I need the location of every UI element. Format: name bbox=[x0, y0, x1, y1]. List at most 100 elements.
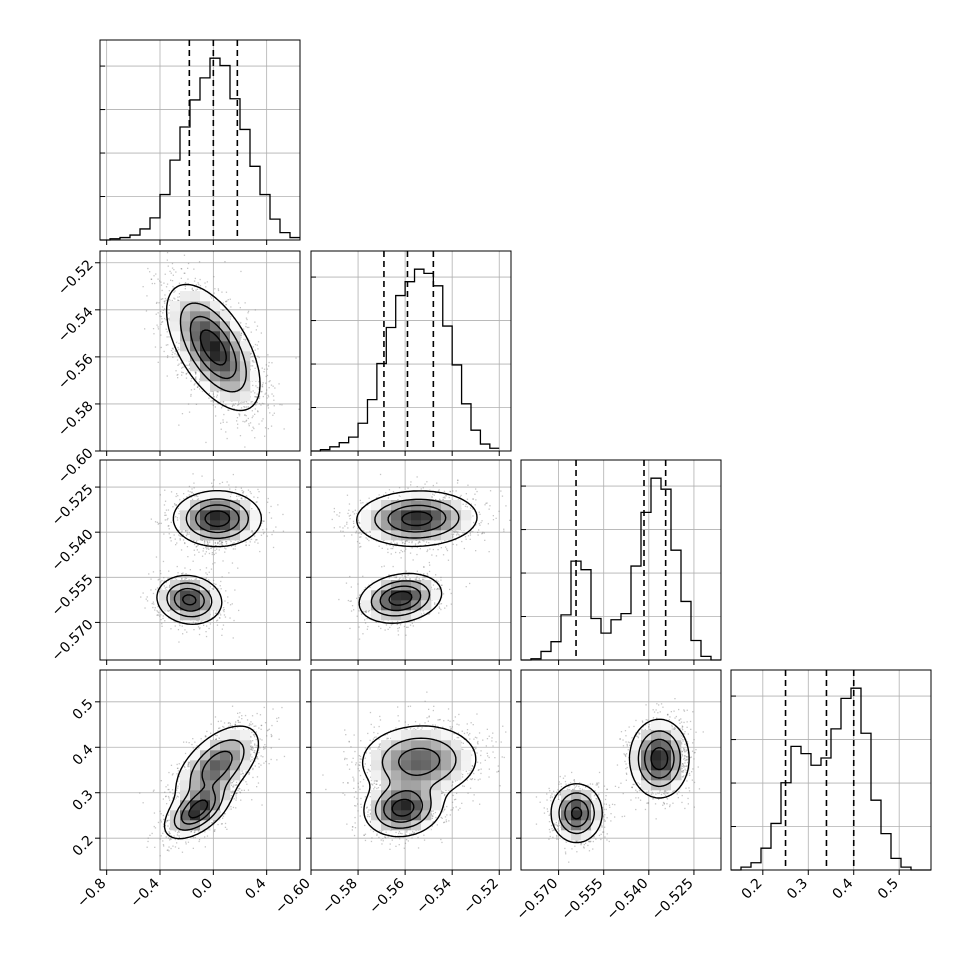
sample-point bbox=[185, 377, 188, 379]
sample-point bbox=[234, 488, 237, 491]
sample-point bbox=[214, 288, 216, 290]
sample-point bbox=[177, 296, 179, 298]
sample-point bbox=[201, 539, 203, 541]
sample-point bbox=[176, 359, 179, 361]
sample-point bbox=[189, 364, 191, 367]
sample-point bbox=[242, 401, 244, 403]
sample-point bbox=[234, 403, 237, 405]
sample-point bbox=[181, 374, 183, 376]
sample-point bbox=[197, 495, 199, 498]
sample-point bbox=[168, 525, 170, 527]
sample-point bbox=[181, 371, 183, 373]
sample-point bbox=[161, 321, 163, 323]
sample-point bbox=[240, 332, 242, 335]
sample-point bbox=[254, 535, 256, 537]
sample-point bbox=[223, 607, 225, 609]
sample-point bbox=[244, 414, 246, 416]
sample-point bbox=[240, 497, 242, 499]
sample-point bbox=[238, 401, 240, 403]
sample-point bbox=[270, 517, 273, 519]
density-cell bbox=[240, 381, 251, 392]
sample-point bbox=[258, 356, 260, 359]
sample-point bbox=[166, 586, 168, 588]
sample-point bbox=[232, 403, 234, 405]
sample-point bbox=[205, 567, 208, 569]
hist-panel-frame bbox=[310, 250, 512, 452]
sample-point bbox=[215, 545, 217, 547]
sample-point bbox=[210, 568, 213, 570]
sample-point bbox=[213, 583, 215, 585]
sample-point bbox=[258, 423, 260, 425]
sample-point bbox=[261, 402, 263, 405]
sample-point bbox=[239, 334, 242, 336]
sample-point bbox=[167, 517, 169, 520]
sample-point bbox=[251, 429, 253, 432]
sample-point bbox=[154, 609, 156, 611]
sample-point bbox=[161, 306, 164, 308]
sample-point bbox=[190, 377, 193, 380]
sample-point bbox=[197, 386, 199, 388]
sample-point bbox=[251, 529, 253, 532]
sample-point bbox=[181, 625, 183, 627]
sample-point bbox=[258, 381, 260, 383]
sample-point bbox=[198, 493, 200, 495]
sample-point bbox=[142, 286, 144, 288]
sample-point bbox=[172, 506, 174, 508]
sample-point bbox=[187, 283, 189, 285]
density-cell bbox=[200, 311, 211, 322]
sample-point bbox=[217, 403, 219, 405]
density-cell bbox=[210, 351, 221, 362]
sample-point bbox=[249, 491, 251, 493]
sample-point bbox=[195, 495, 197, 497]
sample-point bbox=[252, 361, 254, 363]
sample-point bbox=[184, 288, 186, 290]
sample-point bbox=[164, 489, 166, 491]
sample-point bbox=[177, 355, 180, 357]
sample-point bbox=[183, 254, 186, 256]
sample-point bbox=[196, 386, 199, 388]
sample-point bbox=[186, 546, 189, 548]
sample-point bbox=[161, 289, 163, 292]
sample-point bbox=[152, 606, 154, 609]
sample-point bbox=[152, 571, 155, 573]
sample-point bbox=[211, 552, 213, 554]
sample-point bbox=[244, 406, 246, 408]
sample-point bbox=[176, 349, 179, 352]
sample-point bbox=[248, 340, 251, 342]
sample-point bbox=[161, 625, 163, 627]
sample-point bbox=[218, 617, 221, 619]
sample-point bbox=[170, 349, 173, 352]
sample-point bbox=[224, 551, 226, 553]
sample-point bbox=[170, 491, 173, 493]
sample-point bbox=[179, 624, 181, 627]
sample-point bbox=[263, 368, 266, 370]
hist-grid bbox=[521, 460, 721, 660]
sample-point bbox=[225, 541, 227, 543]
sample-point bbox=[249, 353, 252, 355]
sample-point bbox=[163, 585, 165, 587]
sample-point bbox=[179, 535, 181, 537]
sample-point bbox=[252, 426, 254, 428]
sample-point bbox=[254, 321, 256, 323]
sample-point bbox=[245, 420, 247, 422]
density-cell bbox=[170, 321, 181, 332]
sample-point bbox=[272, 546, 275, 549]
sample-point bbox=[185, 534, 188, 537]
sample-point bbox=[176, 517, 179, 519]
sample-point bbox=[199, 378, 201, 380]
sample-point bbox=[227, 602, 229, 604]
sample-point bbox=[265, 375, 267, 378]
sample-point bbox=[194, 277, 196, 280]
sample-point bbox=[174, 538, 176, 540]
sample-point bbox=[213, 546, 215, 549]
sample-point bbox=[228, 484, 230, 486]
sample-point bbox=[220, 401, 222, 403]
sample-point bbox=[221, 481, 224, 483]
sample-point bbox=[170, 628, 172, 630]
sample-point bbox=[178, 293, 181, 295]
sample-point bbox=[211, 553, 213, 556]
hist-panel-frame bbox=[99, 39, 301, 241]
hist-panel-frame bbox=[730, 669, 932, 871]
sample-point bbox=[195, 373, 197, 375]
sample-point bbox=[255, 402, 258, 404]
